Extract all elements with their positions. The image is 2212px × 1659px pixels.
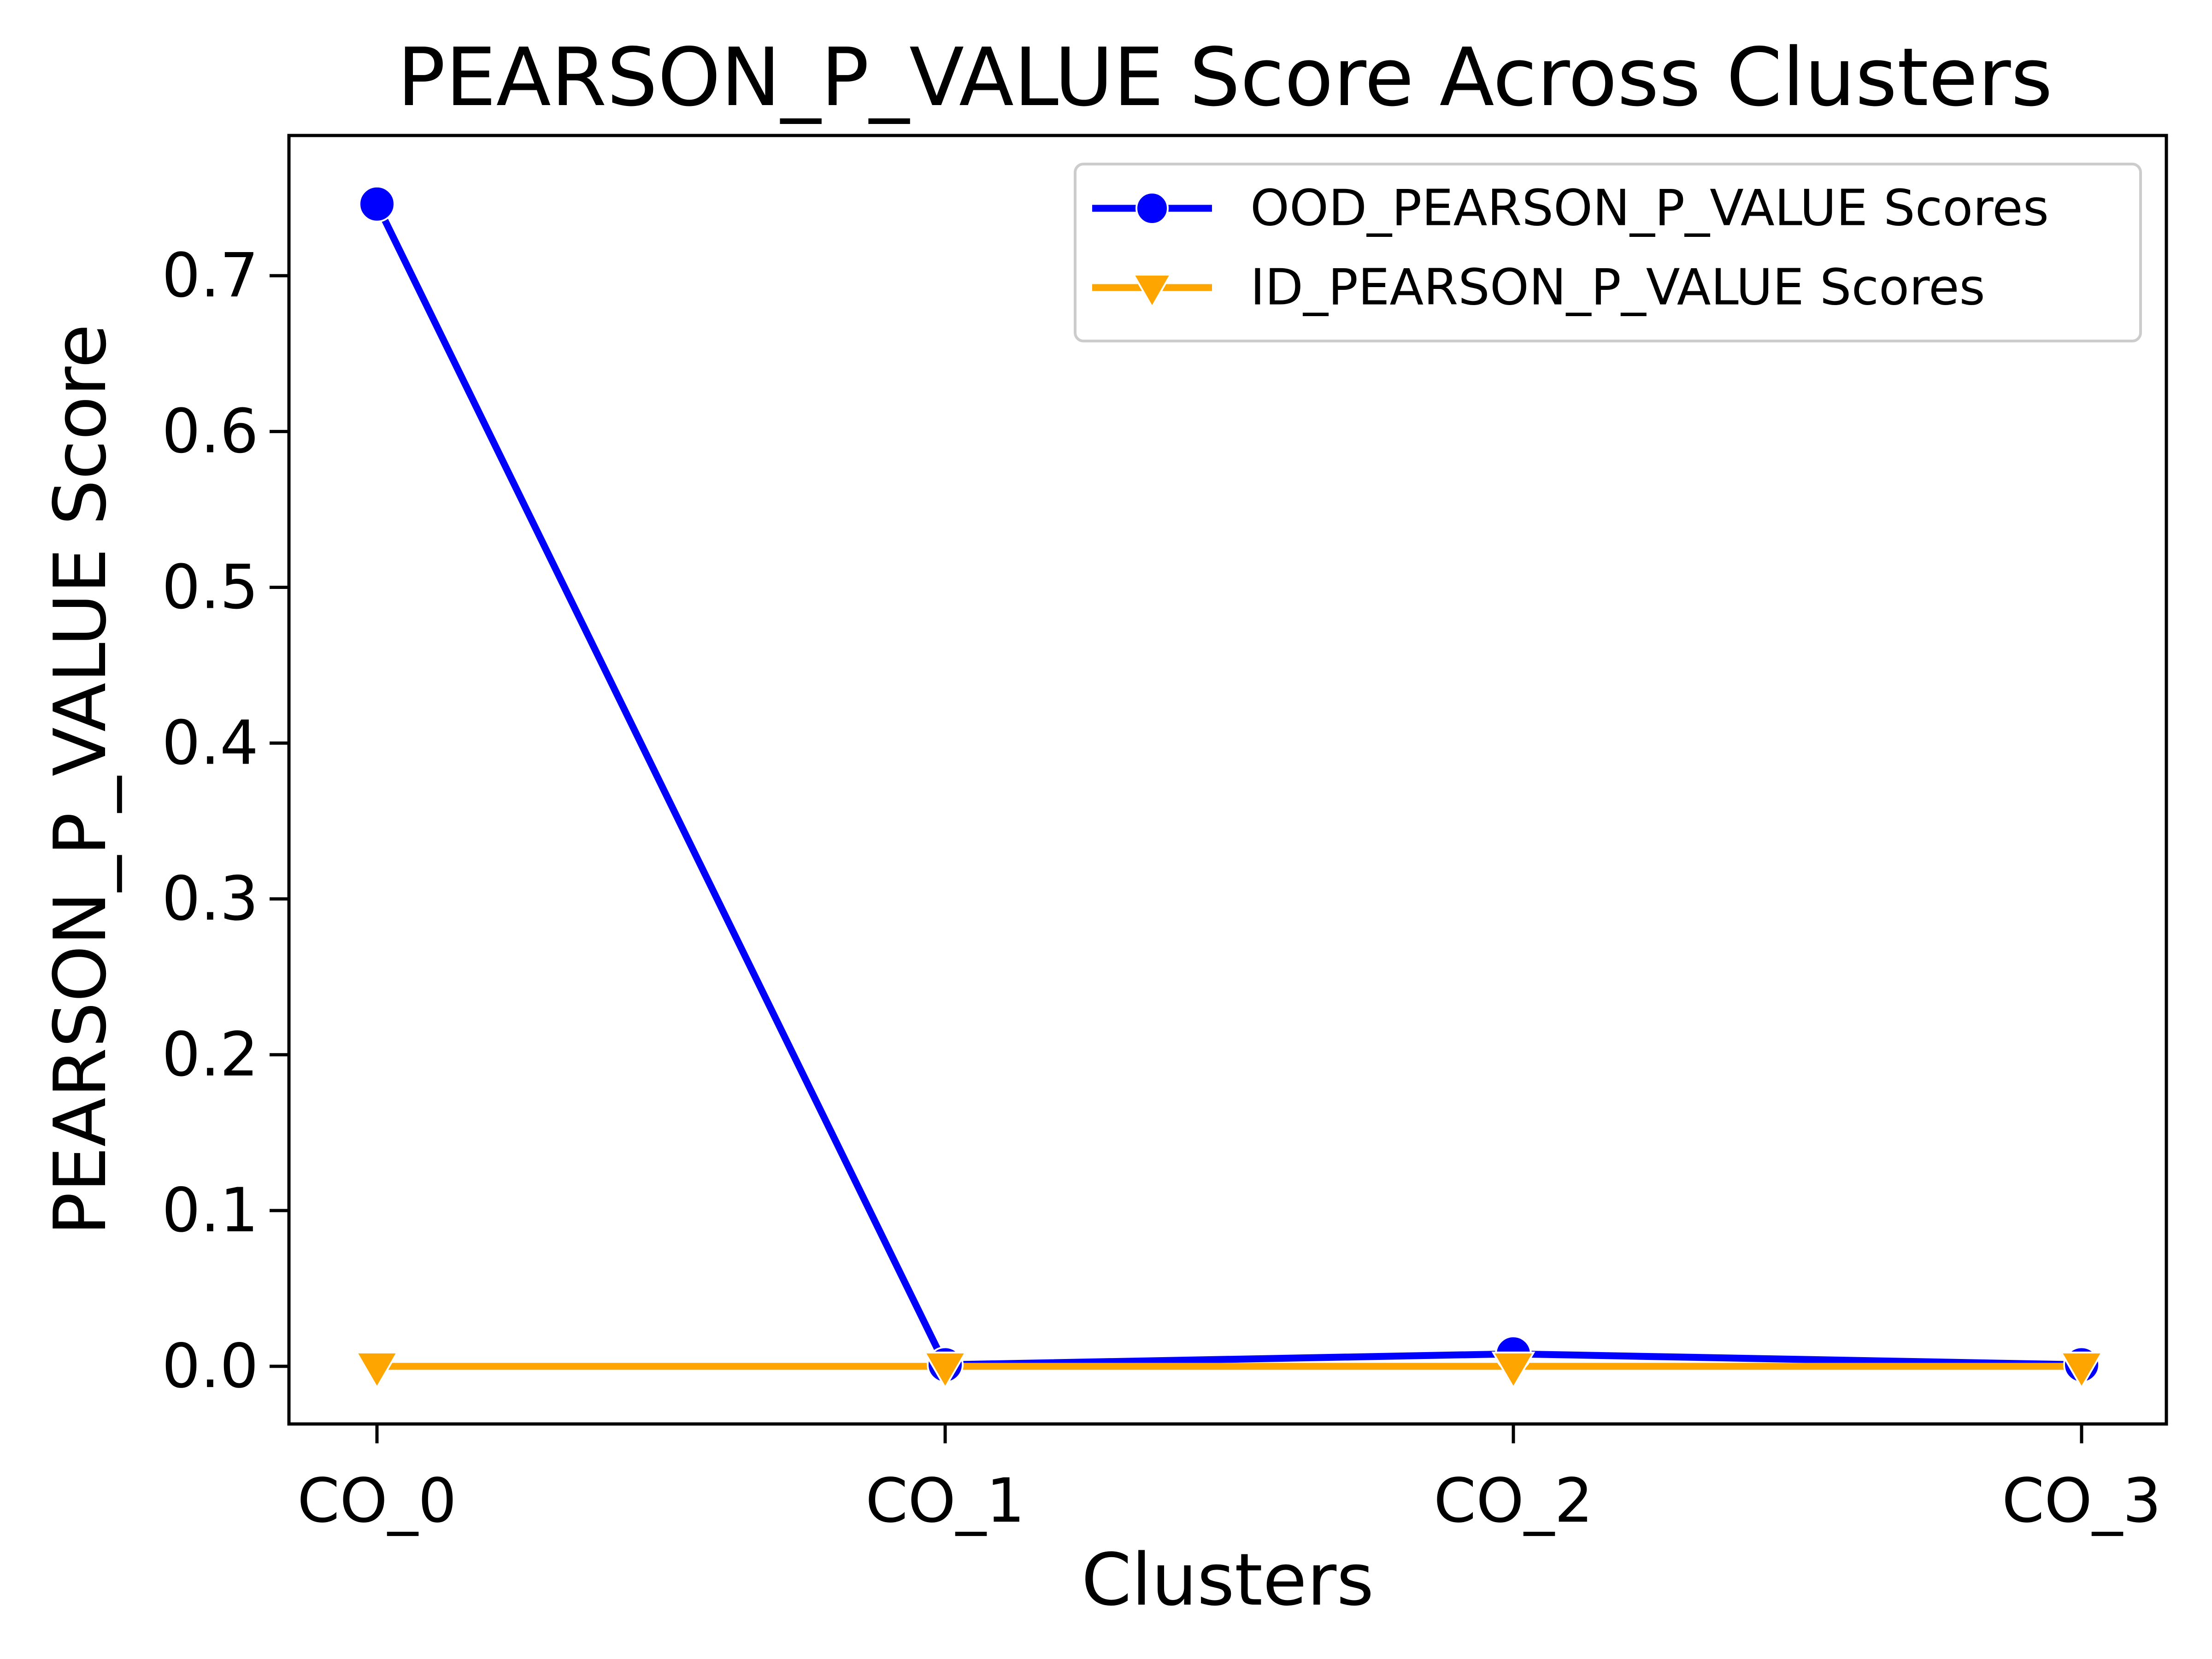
chart-title: PEARSON_P_VALUE Score Across Clusters (397, 31, 2053, 124)
y-axis-label: PEARSON_P_VALUE Score (38, 324, 122, 1235)
y-tick-label: 0.6 (162, 396, 259, 467)
y-axis-ticks: 0.0 0.1 0.2 0.3 0.4 0.5 0.6 0.7 (162, 240, 289, 1402)
legend-marker-ood (1136, 193, 1168, 224)
y-tick-label: 0.7 (162, 240, 259, 311)
x-tick-label: CO_0 (297, 1465, 457, 1536)
y-tick-label: 0.1 (162, 1175, 259, 1246)
legend-label-id: ID_PEARSON_P_VALUE Scores (1250, 259, 1985, 317)
y-tick-label: 0.0 (162, 1331, 259, 1402)
legend-label-ood: OOD_PEARSON_P_VALUE Scores (1250, 180, 2049, 237)
x-axis-label: Clusters (1082, 1538, 1374, 1622)
x-tick-label: CO_1 (865, 1465, 1025, 1536)
y-tick-label: 0.5 (162, 552, 259, 623)
y-tick-label: 0.3 (162, 864, 259, 935)
y-tick-label: 0.2 (162, 1019, 259, 1090)
x-tick-label: CO_3 (2002, 1465, 2161, 1536)
x-tick-label: CO_2 (1434, 1465, 1593, 1536)
y-tick-label: 0.4 (162, 708, 259, 779)
x-axis-ticks: CO_0 CO_1 CO_2 CO_3 (297, 1424, 2161, 1536)
data-point-ood (359, 187, 394, 222)
legend: OOD_PEARSON_P_VALUE Scores ID_PEARSON_P_… (1075, 164, 2141, 341)
